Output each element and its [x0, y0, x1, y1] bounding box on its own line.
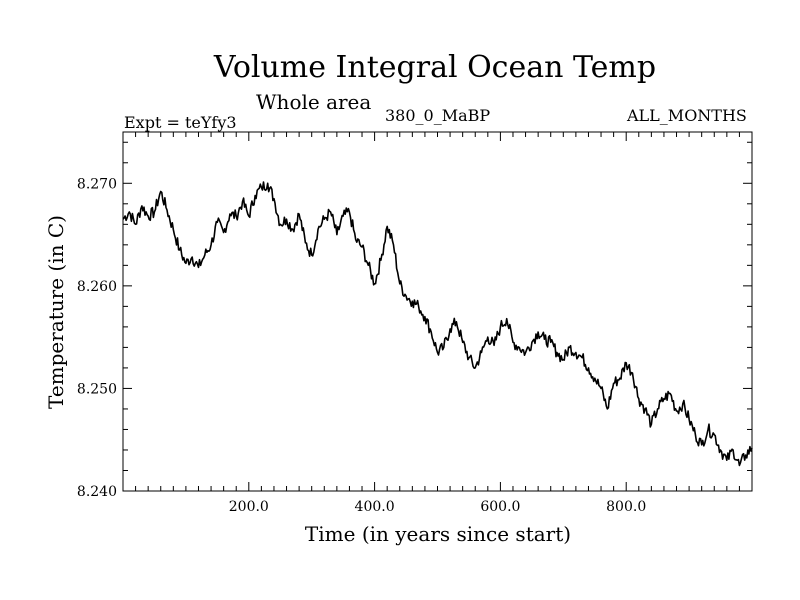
x-tick-label: 600.0 — [480, 499, 520, 515]
experiment-label: Expt = teYfy3 — [124, 113, 237, 132]
series-group — [122, 181, 753, 467]
y-tick-label: 8.250 — [77, 381, 117, 397]
x-tick-label: 800.0 — [606, 499, 646, 515]
chart-title: Volume Integral Ocean Temp — [213, 50, 657, 85]
y-tick-label: 8.240 — [77, 484, 117, 500]
y-tick-label: 8.260 — [77, 279, 117, 295]
y-axis-label: Temperature (in C) — [44, 215, 68, 409]
x-tick-label: 400.0 — [355, 499, 395, 515]
x-tick-label: 200.0 — [229, 499, 269, 515]
tick-labels: 200.0 400.0 600.0 800.0 8.240 8.250 8.260 8.270 — [77, 176, 646, 515]
chart-subtitle: Whole area — [256, 90, 372, 114]
x-axis-label: Time (in years since start) — [305, 522, 571, 546]
series-line — [122, 181, 753, 467]
months-label: ALL_MONTHS — [627, 106, 747, 125]
plot-frame — [122, 131, 753, 492]
y-tick-label: 8.270 — [77, 176, 117, 192]
axis-ticks — [123, 132, 752, 491]
period-label: 380_0_MaBP — [385, 106, 491, 125]
